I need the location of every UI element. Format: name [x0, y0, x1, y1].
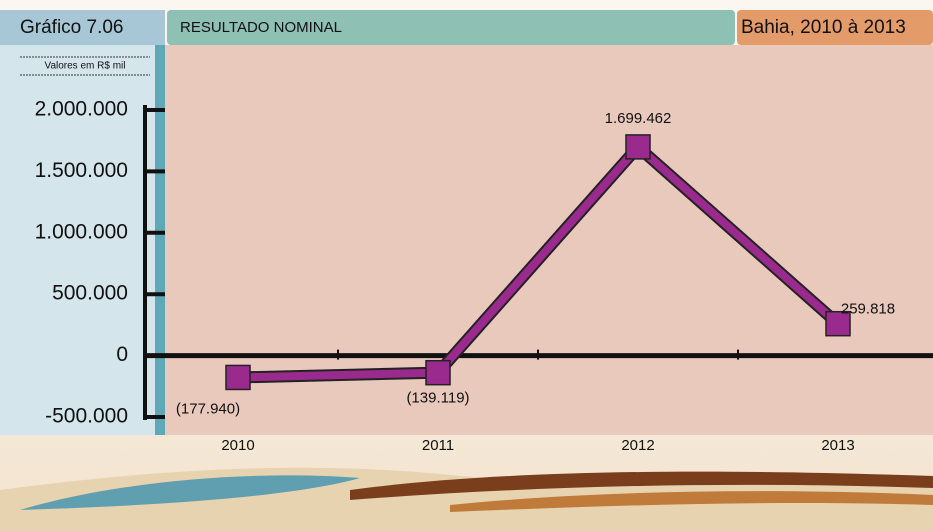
- y-tick-label: 1.500.000: [35, 159, 128, 182]
- chart: Gráfico 7.06 RESULTADO NOMINAL Bahia, 20…: [0, 0, 933, 531]
- chart-subtitle: Bahia, 2010 à 2013: [741, 17, 906, 38]
- y-tick-label: 0: [116, 343, 128, 366]
- marker: [226, 365, 250, 389]
- value-label: 1.699.462: [605, 110, 672, 127]
- x-tick-label: 2011: [422, 437, 454, 454]
- chart-title: RESULTADO NOMINAL: [180, 19, 342, 36]
- value-label: 259.818: [841, 301, 895, 318]
- axis-strip: [155, 45, 165, 435]
- y-tick-label: 500.000: [52, 282, 128, 305]
- x-tick-label: 2010: [221, 437, 254, 454]
- y-tick-label: 1.000.000: [35, 220, 128, 243]
- x-tick-label: 2012: [621, 437, 654, 454]
- x-tick-label: 2013: [821, 437, 854, 454]
- marker: [626, 135, 650, 159]
- value-label: (139.119): [406, 390, 469, 407]
- y-axis-label: Valores em R$ mil: [45, 61, 126, 72]
- y-tick-label: -500.000: [45, 405, 128, 428]
- y-tick-label: 2.000.000: [35, 98, 128, 121]
- chart-label: Gráfico 7.06: [20, 17, 124, 38]
- marker: [426, 361, 450, 385]
- page: Gráfico 7.06 RESULTADO NOMINAL Bahia, 20…: [0, 0, 933, 531]
- value-label: (177.940): [176, 400, 240, 417]
